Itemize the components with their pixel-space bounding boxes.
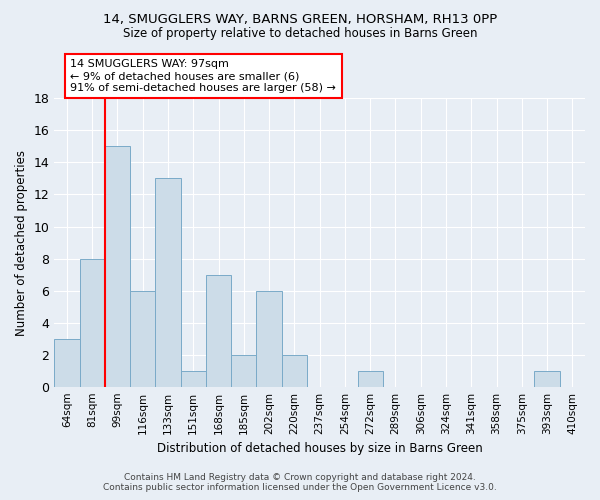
Bar — [130, 290, 155, 386]
Bar — [181, 370, 206, 386]
Text: Contains HM Land Registry data © Crown copyright and database right 2024.
Contai: Contains HM Land Registry data © Crown c… — [103, 473, 497, 492]
Text: 14, SMUGGLERS WAY, BARNS GREEN, HORSHAM, RH13 0PP: 14, SMUGGLERS WAY, BARNS GREEN, HORSHAM,… — [103, 12, 497, 26]
Bar — [80, 258, 105, 386]
Text: Size of property relative to detached houses in Barns Green: Size of property relative to detached ho… — [123, 28, 477, 40]
Bar — [155, 178, 181, 386]
Bar — [54, 338, 80, 386]
Bar — [105, 146, 130, 386]
Text: 14 SMUGGLERS WAY: 97sqm
← 9% of detached houses are smaller (6)
91% of semi-deta: 14 SMUGGLERS WAY: 97sqm ← 9% of detached… — [70, 60, 336, 92]
Bar — [535, 370, 560, 386]
X-axis label: Distribution of detached houses by size in Barns Green: Distribution of detached houses by size … — [157, 442, 482, 455]
Bar — [231, 354, 256, 386]
Bar — [282, 354, 307, 386]
Bar — [358, 370, 383, 386]
Y-axis label: Number of detached properties: Number of detached properties — [15, 150, 28, 336]
Bar — [256, 290, 282, 386]
Bar — [206, 274, 231, 386]
